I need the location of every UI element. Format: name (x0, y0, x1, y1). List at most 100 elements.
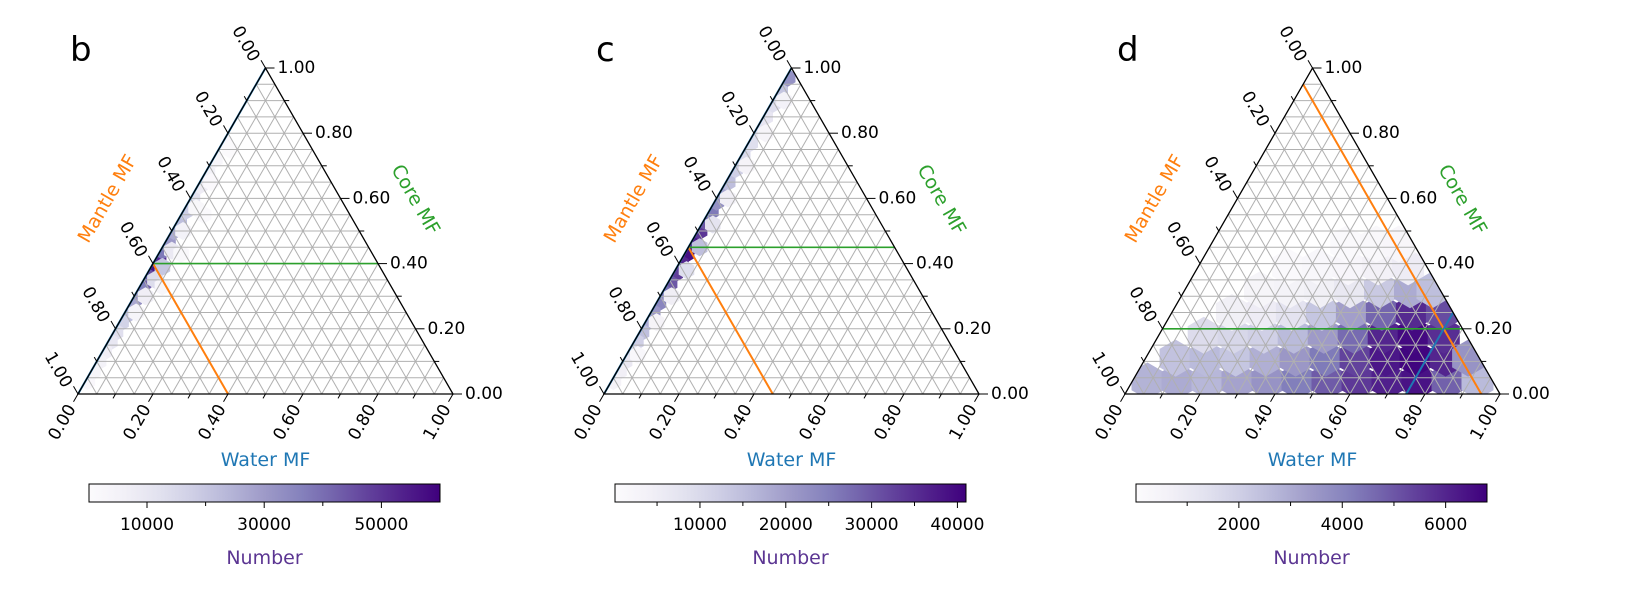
left-tick-label: 1.00 (566, 349, 602, 392)
bottom-tick-label: 0.20 (1166, 401, 1202, 444)
colorbar-tick-label: 4000 (1321, 515, 1364, 535)
right-tick-label: 0.20 (1475, 319, 1513, 339)
bottom-tick-label: 0.80 (870, 401, 906, 444)
colorbar-tick-label: 40000 (930, 515, 984, 535)
right-tick-label: 0.60 (879, 188, 917, 208)
right-tick-label: 0.00 (991, 384, 1029, 404)
bottom-tick-label: 1.00 (1466, 401, 1502, 444)
colorbar-tick-label: 30000 (845, 515, 899, 535)
panel-label: d (1117, 30, 1139, 70)
colorbar-tick-label: 6000 (1424, 515, 1467, 535)
water-axis-title: Water MF (221, 449, 311, 471)
colorbar-tick-label: 50000 (354, 515, 408, 535)
bottom-tick-label: 0.00 (570, 401, 606, 444)
ternary-panel-d: 0.000.000.000.200.200.200.400.400.400.60… (1087, 23, 1550, 569)
right-tick-label: 0.80 (841, 123, 879, 143)
mantle-guide-line (687, 246, 774, 395)
water-axis-title: Water MF (1268, 449, 1358, 471)
ternary-grid (612, 83, 971, 395)
ternary-panel-b: 0.000.000.000.200.200.200.400.400.400.60… (40, 23, 503, 569)
right-tick-label: 0.80 (1362, 123, 1400, 143)
hexbin (678, 261, 695, 280)
bottom-tick-label: 0.20 (645, 401, 681, 444)
axis-ticks (73, 59, 462, 403)
bottom-tick-label: 0.40 (194, 401, 230, 444)
colorbar-tick-label: 2000 (1217, 515, 1260, 535)
left-tick-label: 0.20 (190, 88, 226, 131)
mantle-guide-line (1302, 83, 1483, 395)
left-tick-label: 1.00 (40, 349, 76, 392)
left-tick-label: 0.60 (115, 218, 151, 261)
bottom-tick-label: 0.60 (1316, 401, 1352, 444)
left-tick-label: 0.00 (753, 23, 789, 66)
right-tick-label: 0.20 (954, 319, 992, 339)
hexbin (1131, 362, 1164, 394)
left-tick-label: 0.20 (1237, 88, 1273, 131)
colorbar-title: Number (752, 547, 829, 569)
colorbar-tick-label: 20000 (759, 515, 813, 535)
water-guide-line (1405, 312, 1454, 395)
left-tick-label: 0.40 (678, 153, 714, 196)
hexbin (1272, 248, 1305, 286)
right-tick-label: 0.60 (353, 188, 391, 208)
right-tick-label: 0.20 (428, 319, 466, 339)
bottom-tick-label: 0.60 (795, 401, 831, 444)
ternary-panel-c: 0.000.000.000.200.200.200.400.400.400.60… (566, 23, 1029, 569)
mantle-guide-line (152, 263, 229, 395)
colorbar-tick-label: 10000 (120, 515, 174, 535)
colorbar (614, 483, 967, 503)
water-axis-title: Water MF (747, 449, 837, 471)
colorbar-tick-label: 30000 (237, 515, 291, 535)
axis-ticks (599, 59, 988, 403)
hexbin-layer (1131, 225, 1494, 394)
left-tick-label: 0.60 (1162, 218, 1198, 261)
left-tick-label: 0.80 (77, 283, 113, 326)
bottom-tick-label: 0.40 (720, 401, 756, 444)
hexbin (1159, 339, 1192, 377)
right-tick-label: 1.00 (804, 58, 842, 78)
left-tick-label: 0.80 (603, 283, 639, 326)
colorbar (1135, 483, 1488, 503)
axis-ticks (1120, 59, 1509, 403)
colorbar (88, 483, 441, 503)
bottom-tick-label: 0.20 (119, 401, 155, 444)
left-tick-label: 0.00 (227, 23, 263, 66)
bottom-tick-label: 0.60 (269, 401, 305, 444)
panel-label: c (596, 30, 615, 70)
hexbin (1330, 225, 1363, 263)
bottom-tick-label: 1.00 (945, 401, 981, 444)
left-tick-label: 0.80 (1124, 283, 1160, 326)
colorbar-tick-label: 10000 (673, 515, 727, 535)
hexbin (1302, 248, 1335, 286)
right-tick-label: 0.40 (916, 254, 954, 274)
colorbar-title: Number (1273, 547, 1350, 569)
left-tick-label: 0.60 (641, 218, 677, 261)
right-tick-label: 0.40 (1437, 254, 1475, 274)
left-tick-label: 0.40 (1199, 153, 1235, 196)
hexbin (154, 277, 171, 296)
bottom-tick-label: 0.40 (1241, 401, 1277, 444)
bottom-tick-label: 0.00 (1091, 401, 1127, 444)
bottom-tick-label: 0.80 (1391, 401, 1427, 444)
left-tick-label: 0.40 (152, 153, 188, 196)
hexbin (173, 244, 189, 263)
colorbar-title: Number (226, 547, 303, 569)
left-tick-label: 0.20 (716, 88, 752, 131)
right-tick-label: 0.40 (390, 254, 428, 274)
core-axis-title: Core MF (913, 161, 971, 239)
left-tick-label: 1.00 (1087, 349, 1123, 392)
right-tick-label: 0.60 (1400, 188, 1438, 208)
right-tick-label: 0.00 (1512, 384, 1550, 404)
core-axis-title: Core MF (387, 161, 445, 239)
panel-label: b (70, 30, 92, 70)
bottom-tick-label: 1.00 (419, 401, 455, 444)
right-tick-label: 0.80 (315, 123, 353, 143)
right-tick-label: 1.00 (1325, 58, 1363, 78)
core-axis-title: Core MF (1434, 161, 1492, 239)
left-tick-label: 0.00 (1274, 23, 1310, 66)
bottom-tick-label: 0.80 (344, 401, 380, 444)
right-tick-label: 0.00 (465, 384, 503, 404)
right-tick-label: 1.00 (278, 58, 316, 78)
bottom-tick-label: 0.00 (44, 401, 80, 444)
